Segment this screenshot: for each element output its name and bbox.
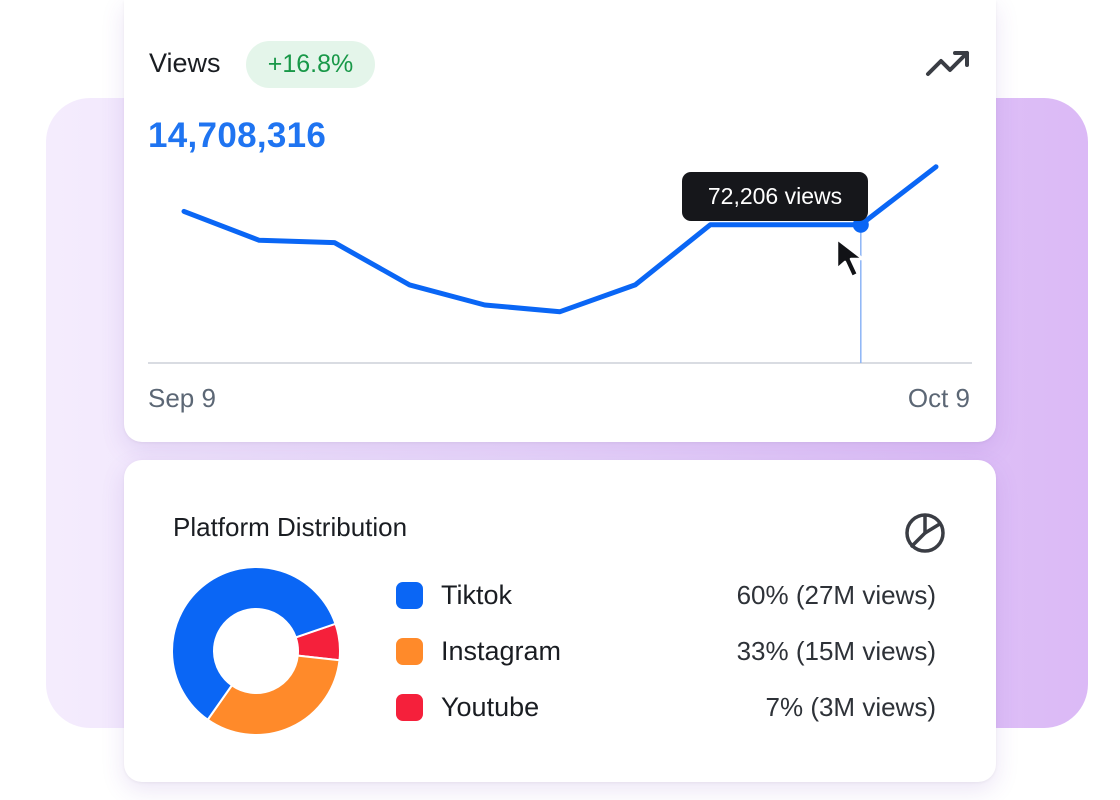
views-title: Views (149, 48, 221, 78)
data-point[interactable] (330, 239, 338, 247)
legend-label-tiktok: Tiktok (441, 580, 513, 610)
data-point[interactable] (481, 301, 489, 309)
views-card: Views +16.8% 14,708,316 Sep 9 Oct 9 72,2… (124, 0, 996, 442)
legend-label-instagram: Instagram (441, 636, 562, 666)
legend-value-instagram: 33% (15M views) (736, 636, 936, 666)
data-point[interactable] (180, 207, 188, 215)
pie-chart-icon[interactable] (902, 510, 948, 556)
views-series-line (181, 164, 939, 315)
trending-up-icon[interactable] (924, 44, 972, 84)
legend-item-tiktok[interactable]: Tiktok 60% (27M views) (396, 576, 936, 616)
x-tick-label-start: Sep 9 (148, 383, 216, 413)
views-line-chart[interactable] (124, 0, 996, 442)
platform-donut-chart[interactable] (169, 564, 343, 738)
data-point[interactable] (255, 236, 263, 244)
data-point[interactable] (932, 163, 940, 171)
legend-swatch-youtube (396, 694, 423, 721)
data-point[interactable] (406, 281, 414, 289)
data-point[interactable] (706, 221, 714, 229)
total-views: 14,708,316 (148, 116, 327, 155)
distribution-title: Platform Distribution (173, 512, 408, 542)
legend-value-tiktok: 60% (27M views) (736, 580, 936, 610)
data-point[interactable] (556, 308, 564, 316)
legend-swatch-tiktok (396, 582, 423, 609)
legend-item-youtube[interactable]: Youtube 7% (3M views) (396, 688, 936, 728)
donut-slice-instagram[interactable] (206, 654, 341, 736)
data-point[interactable] (631, 281, 639, 289)
legend-swatch-instagram (396, 638, 423, 665)
legend-item-instagram[interactable]: Instagram 33% (15M views) (396, 632, 936, 672)
change-badge: +16.8% (246, 41, 375, 88)
legend-label-youtube: Youtube (441, 692, 540, 722)
mouse-pointer-icon (835, 237, 865, 279)
x-tick-label-end: Oct 9 (907, 383, 970, 413)
donut-slice-tiktok[interactable] (171, 566, 337, 722)
platform-distribution-card: Platform Distribution Tiktok 60% (27M vi… (124, 460, 996, 782)
legend-value-youtube: 7% (3M views) (765, 692, 936, 722)
hover-tooltip: 72,206 views (682, 172, 868, 221)
data-point[interactable] (782, 221, 790, 229)
